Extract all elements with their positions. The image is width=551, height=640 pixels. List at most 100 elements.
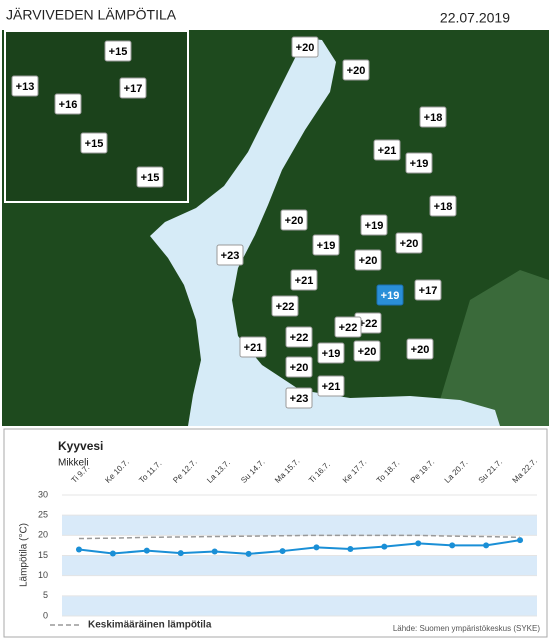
marker-box[interactable]: [406, 338, 434, 360]
marker-label[interactable]: +21: [295, 275, 314, 287]
marker-box[interactable]: [285, 326, 313, 348]
y-tick-label: 0: [43, 610, 48, 620]
marker-label[interactable]: +19: [317, 240, 336, 252]
marker-box[interactable]: [290, 269, 318, 291]
temperature-marker[interactable]: +21: [317, 375, 345, 397]
marker-label[interactable]: +20: [290, 362, 309, 374]
temperature-marker[interactable]: +13: [11, 75, 39, 97]
marker-box[interactable]: [291, 36, 319, 58]
y-tick-label: 30: [38, 489, 48, 499]
temperature-marker[interactable]: +20: [342, 59, 370, 81]
marker-box[interactable]: [239, 336, 267, 358]
marker-box[interactable]: [342, 59, 370, 81]
marker-box[interactable]: [414, 279, 442, 301]
temperature-marker[interactable]: +19: [405, 152, 433, 174]
temperature-marker[interactable]: +17: [119, 77, 147, 99]
marker-label[interactable]: +22: [290, 332, 309, 344]
marker-box[interactable]: [280, 209, 308, 231]
marker-label[interactable]: +22: [359, 318, 378, 330]
marker-box[interactable]: [373, 139, 401, 161]
temperature-marker[interactable]: +21: [373, 139, 401, 161]
marker-box[interactable]: [285, 387, 313, 409]
temperature-marker[interactable]: +21: [290, 269, 318, 291]
marker-label[interactable]: +15: [109, 46, 128, 58]
marker-label[interactable]: +17: [124, 83, 143, 95]
temperature-marker[interactable]: +23: [216, 244, 244, 266]
marker-label[interactable]: +13: [16, 81, 35, 93]
temperature-marker[interactable]: +22: [285, 326, 313, 348]
marker-label[interactable]: +16: [59, 99, 78, 111]
temperature-marker[interactable]: +19: [312, 234, 340, 256]
marker-label[interactable]: +19: [410, 158, 429, 170]
temperature-marker[interactable]: +20: [353, 340, 381, 362]
marker-label[interactable]: +19: [322, 348, 341, 360]
marker-label[interactable]: +17: [419, 285, 438, 297]
marker-box[interactable]: [317, 375, 345, 397]
marker-box[interactable]: [317, 342, 345, 364]
temperature-marker[interactable]: +19: [360, 214, 388, 236]
marker-box[interactable]: [312, 234, 340, 256]
marker-label[interactable]: +19: [365, 220, 384, 232]
temperature-marker[interactable]: +20: [395, 232, 423, 254]
marker-box[interactable]: [136, 166, 164, 188]
marker-box[interactable]: [216, 244, 244, 266]
marker-box[interactable]: [285, 356, 313, 378]
marker-box[interactable]: [353, 340, 381, 362]
marker-box[interactable]: [80, 132, 108, 154]
temperature-marker[interactable]: +15: [136, 166, 164, 188]
marker-label[interactable]: +20: [411, 344, 430, 356]
temperature-marker[interactable]: +19: [317, 342, 345, 364]
temperature-marker[interactable]: +15: [80, 132, 108, 154]
source: Lähde: Suomen ympäristökeskus (SYKE): [393, 624, 541, 633]
marker-label[interactable]: +20: [358, 346, 377, 358]
temperature-marker[interactable]: +21: [239, 336, 267, 358]
temperature-marker[interactable]: +18: [429, 195, 457, 217]
temperature-marker[interactable]: +16: [54, 93, 82, 115]
marker-label[interactable]: +20: [359, 255, 378, 267]
marker-label[interactable]: +20: [296, 42, 315, 54]
temperature-marker[interactable]: +23: [285, 387, 313, 409]
marker-box[interactable]: [271, 295, 299, 317]
temperature-marker[interactable]: +20: [291, 36, 319, 58]
marker-label[interactable]: +21: [378, 145, 397, 157]
temperature-marker[interactable]: +22: [334, 316, 362, 338]
temperature-marker[interactable]: +15: [104, 40, 132, 62]
marker-box[interactable]: [54, 93, 82, 115]
temperature-marker[interactable]: +17: [414, 279, 442, 301]
marker-box[interactable]: [119, 77, 147, 99]
marker-box[interactable]: [376, 284, 404, 306]
marker-box[interactable]: [11, 75, 39, 97]
temperature-marker[interactable]: +20: [280, 209, 308, 231]
temperature-marker[interactable]: +19: [376, 284, 404, 306]
temperature-point: [381, 543, 388, 550]
marker-label[interactable]: +15: [141, 172, 160, 184]
temperature-marker[interactable]: +20: [406, 338, 434, 360]
marker-label[interactable]: +22: [339, 322, 358, 334]
temperature-point: [517, 537, 524, 544]
temperature-marker[interactable]: +20: [285, 356, 313, 378]
marker-box[interactable]: [419, 106, 447, 128]
marker-label[interactable]: +20: [347, 65, 366, 77]
marker-label[interactable]: +19: [381, 290, 400, 302]
marker-box[interactable]: [104, 40, 132, 62]
marker-box[interactable]: [429, 195, 457, 217]
marker-label[interactable]: +15: [85, 138, 104, 150]
marker-label[interactable]: +21: [322, 381, 341, 393]
temperature-marker[interactable]: +20: [354, 249, 382, 271]
marker-box[interactable]: [395, 232, 423, 254]
marker-box[interactable]: [360, 214, 388, 236]
marker-label[interactable]: +20: [400, 238, 419, 250]
temperature-point: [449, 542, 456, 549]
temperature-marker[interactable]: +18: [419, 106, 447, 128]
marker-box[interactable]: [405, 152, 433, 174]
marker-label[interactable]: +21: [244, 342, 263, 354]
marker-label[interactable]: +23: [221, 250, 240, 262]
marker-label[interactable]: +20: [285, 215, 304, 227]
marker-box[interactable]: [334, 316, 362, 338]
marker-label[interactable]: +18: [434, 201, 453, 213]
marker-label[interactable]: +23: [290, 393, 309, 405]
marker-box[interactable]: [354, 249, 382, 271]
marker-label[interactable]: +22: [276, 301, 295, 313]
temperature-marker[interactable]: +22: [271, 295, 299, 317]
marker-label[interactable]: +18: [424, 112, 443, 124]
